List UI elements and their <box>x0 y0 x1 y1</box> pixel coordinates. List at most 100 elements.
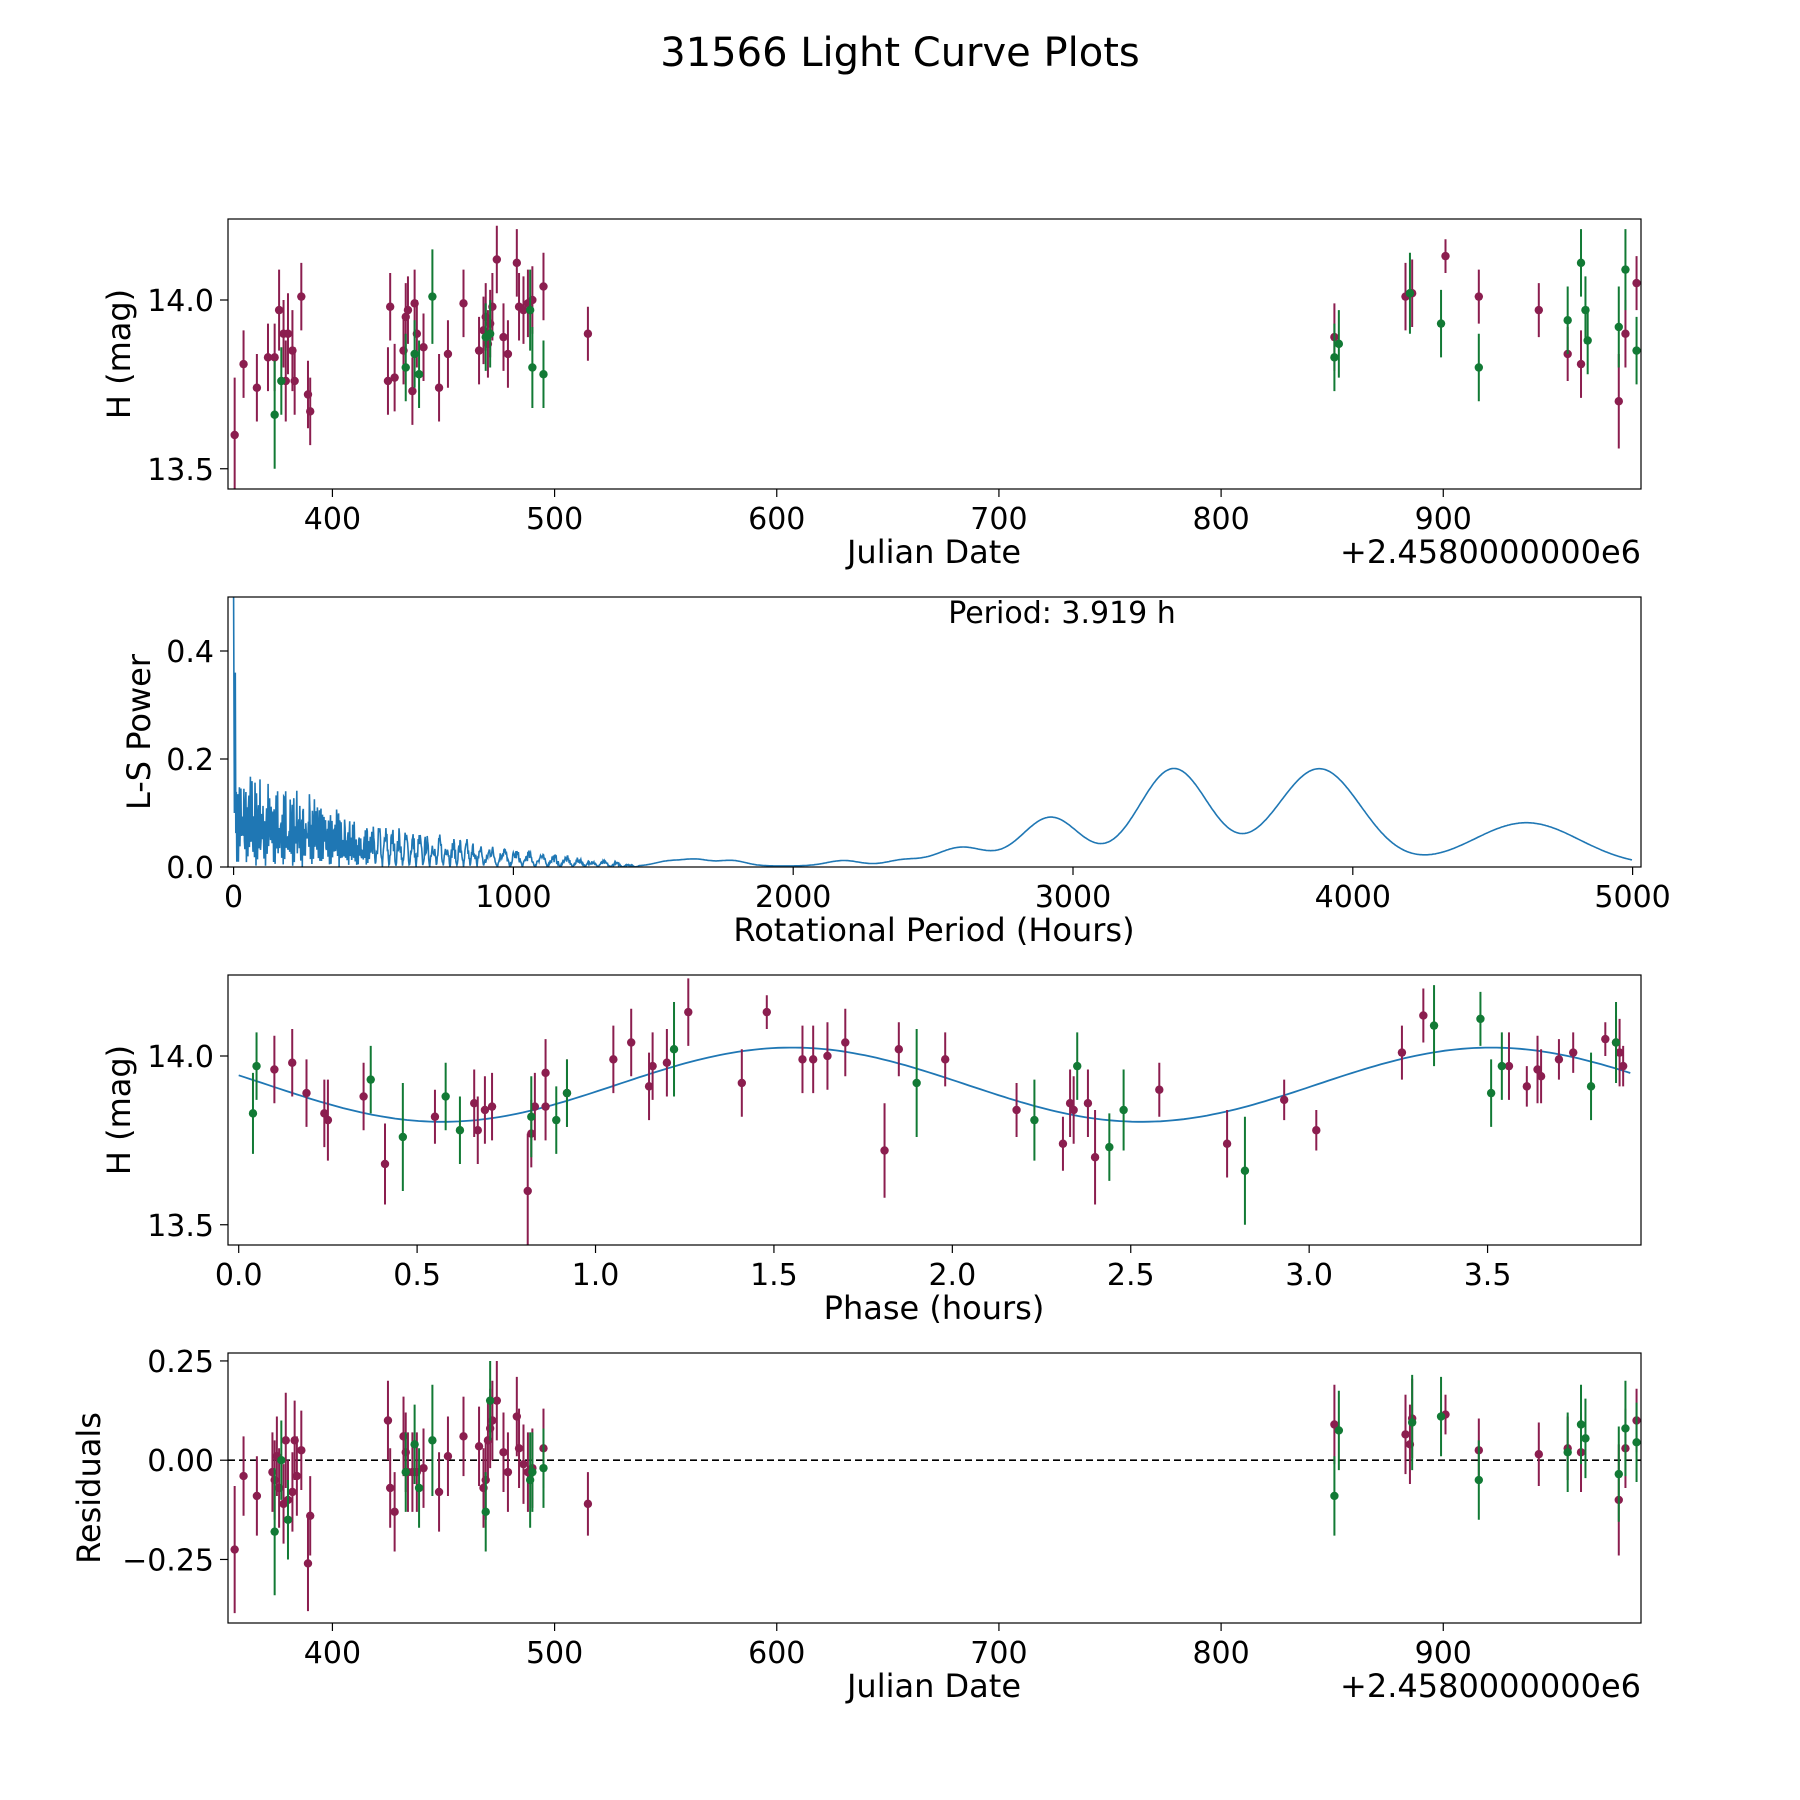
lightcurve-red-point <box>519 305 528 315</box>
periodogram-ytick-label: 0.4 <box>166 635 214 670</box>
residuals-red-point <box>1401 1430 1410 1439</box>
lightcurve-green-point <box>1330 353 1339 362</box>
phased-red-point <box>523 1186 532 1196</box>
residuals-red-point <box>519 1459 528 1469</box>
phased-green-point <box>527 1112 536 1121</box>
phased-red-point <box>841 1038 850 1047</box>
phased-red-point <box>662 1058 672 1067</box>
phased-red-point <box>1522 1082 1532 1091</box>
phased-green-point <box>1497 1061 1507 1071</box>
lightcurve-red-point <box>408 386 417 396</box>
phased-red-point <box>1058 1139 1068 1148</box>
residuals-red-point <box>303 1559 313 1568</box>
phased-red-point <box>941 1055 950 1064</box>
lightcurve-green-point <box>414 370 424 379</box>
phased-red-point <box>1083 1099 1093 1108</box>
phased-red-point <box>648 1061 657 1071</box>
phased-red-point <box>359 1092 368 1101</box>
residuals-ytick-label: 0.00 <box>147 1444 214 1479</box>
phased-xtick-label: 3.5 <box>1464 1258 1512 1293</box>
residuals-green-point <box>428 1436 437 1445</box>
lightcurve-red-point <box>290 376 299 386</box>
lightcurve-xtick-label: 700 <box>970 502 1027 537</box>
residuals-green-point <box>1474 1475 1484 1485</box>
residuals-green-point <box>1632 1438 1641 1447</box>
phased-red-point <box>1155 1085 1164 1094</box>
residuals-red-point <box>306 1511 315 1520</box>
phased-green-point <box>1119 1105 1128 1115</box>
residuals-xtick-label: 700 <box>970 1636 1027 1671</box>
residuals-green-point <box>539 1463 548 1473</box>
phased-plot-area: 0.0 0.5 1.0 1.5 2.0 2.5 3.0 3.5 13.5 14.0 <box>147 978 1631 1293</box>
lightcurve-red-point <box>474 346 484 355</box>
phased-red-point <box>1090 1153 1100 1162</box>
phased-red-point <box>302 1088 311 1098</box>
lightcurve-red-point <box>239 359 248 369</box>
phased-green-point <box>912 1078 921 1088</box>
residuals-ylabel: Residuals <box>70 1412 108 1564</box>
phased-red-point <box>430 1112 440 1121</box>
phased-green-point <box>552 1115 561 1125</box>
phased-red-point <box>480 1105 490 1115</box>
lightcurve-green-point <box>539 370 548 379</box>
periodogram-xtick-label: 4000 <box>1315 880 1391 915</box>
phased-green-point <box>669 1045 679 1054</box>
residuals-green-point <box>1330 1491 1339 1501</box>
residuals-green-point <box>481 1507 490 1517</box>
phased-red-point <box>1601 1034 1610 1044</box>
lightcurve-green-point <box>528 363 537 372</box>
lightcurve-plot-area: 400 500 600 700 800 900 13.5 14.0 <box>147 225 1641 537</box>
phased-green-point <box>1073 1061 1082 1071</box>
periodogram-xtick-label: 5000 <box>1594 880 1670 915</box>
lightcurve-red-point <box>1632 278 1641 288</box>
lightcurve-offset-label: +2.4580000000e6 <box>1340 533 1641 571</box>
periodogram-panel: 0 1000 2000 3000 4000 5000 0.0 0.2 0.4 Period: 3… <box>120 596 1671 949</box>
lightcurve-red-point <box>512 258 522 268</box>
lightcurve-red-point <box>306 407 315 416</box>
residuals-green-point <box>283 1515 293 1524</box>
phased-green-point <box>1476 1014 1485 1024</box>
residuals-green-point <box>485 1396 495 1405</box>
residuals-red-point <box>288 1487 297 1497</box>
lightcurve-green-point <box>1405 289 1415 298</box>
lightcurve-xtick-label: 600 <box>748 502 805 537</box>
residuals-green-point <box>270 1527 279 1536</box>
phased-ylabel: H (mag) <box>100 1045 138 1175</box>
residuals-green-point <box>528 1467 537 1477</box>
phased-red-point <box>541 1068 550 1078</box>
periodogram-plot-area: 0 1000 2000 3000 4000 5000 0.0 0.2 0.4 <box>166 597 1671 915</box>
residuals-green-point <box>1614 1469 1623 1479</box>
residuals-red-point <box>514 1444 524 1453</box>
residuals-red-point <box>390 1507 399 1517</box>
lightcurve-red-point <box>230 430 239 440</box>
residuals-green-point <box>1407 1418 1417 1427</box>
periodogram-ylabel: L-S Power <box>120 653 158 810</box>
residuals-red-point <box>459 1432 468 1441</box>
phased-green-point <box>1611 1038 1621 1047</box>
lightcurve-red-point <box>1576 359 1586 369</box>
lightcurve-green-point <box>1621 265 1630 274</box>
residuals-red-point <box>297 1446 306 1455</box>
lightcurve-xtick-label: 900 <box>1415 502 1472 537</box>
phased-red-point <box>644 1082 654 1091</box>
residuals-red-point <box>443 1452 453 1461</box>
lightcurve-red-point <box>459 299 468 308</box>
lightcurve-green-point <box>1632 346 1641 355</box>
lightcurve-red-point <box>403 305 413 315</box>
phased-green-point <box>1240 1166 1250 1175</box>
lightcurve-red-point <box>583 329 593 338</box>
period-annotation: Period: 3.919 h <box>948 596 1176 631</box>
phased-red-point <box>323 1115 333 1125</box>
lightcurve-ytick-label: 14.0 <box>147 284 214 319</box>
periodogram-line <box>232 597 1633 867</box>
phased-green-point <box>441 1092 450 1101</box>
residuals-panel: 400 500 600 700 800 900 −0.25 0.00 0.25 Julian D… <box>70 1345 1642 1705</box>
phased-xtick-label: 2.0 <box>928 1258 976 1293</box>
phased-red-point <box>762 1007 771 1017</box>
lightcurve-red-point <box>1534 305 1544 315</box>
residuals-green-point <box>1563 1448 1572 1457</box>
phased-red-point <box>823 1051 832 1061</box>
phased-red-point <box>880 1146 889 1155</box>
residuals-red-point <box>281 1436 290 1445</box>
lightcurve-xtick-label: 500 <box>526 502 583 537</box>
